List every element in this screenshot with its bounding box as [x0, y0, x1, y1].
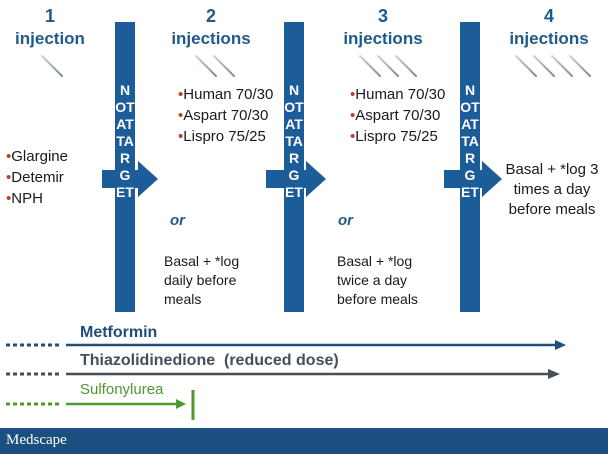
step-2-number: 2 [205, 6, 216, 26]
barrier-label-1: NOT AT TARGET [115, 82, 135, 200]
step-2-label: injections [171, 29, 251, 48]
list-item: •Detemir [6, 169, 64, 186]
step-4-regimen: Basal + *log 3 times a day before meals [505, 161, 599, 218]
step-3-list: •Human 70/30 •Aspart 70/30 •Lispro 75/25 [350, 84, 446, 147]
or-label-2: or [170, 212, 185, 229]
brand-logo: Medscape [6, 432, 67, 448]
step-2-alternative: Basal + *log daily before meals [164, 253, 240, 307]
list-item: •Human 70/30 [350, 86, 446, 103]
step-1-label: injection [15, 29, 85, 48]
not-at-target-barrier-3 [460, 22, 480, 312]
list-item: •Aspart 70/30 [178, 107, 269, 124]
not-at-target-barrier-2 [284, 22, 304, 312]
step-2-list: •Human 70/30 •Aspart 70/30 •Lispro 75/25 [178, 84, 274, 147]
step-1-number: 1 [44, 6, 55, 26]
syringe-icon [359, 55, 417, 77]
list-item: •Lispro 75/25 [350, 128, 438, 145]
barrier-label-2: NOT AT TARGET [284, 82, 304, 200]
footer-bar: Medscape [0, 428, 608, 454]
thiazolidinedione-label: Thiazolidinedione (reduced dose) [80, 352, 339, 369]
barrier-label-3: NOT AT TARGET [460, 82, 480, 200]
step-4-label: injections [509, 29, 589, 48]
syringe-icon [41, 55, 63, 77]
step-3-number: 3 [377, 6, 388, 26]
step-3-label: injections [343, 29, 423, 48]
metformin-label: Metformin [80, 324, 158, 341]
step-3-alternative: Basal + *log twice a day before meals [337, 253, 418, 307]
step-4-number: 4 [543, 6, 554, 26]
list-item: •NPH [6, 190, 43, 207]
or-label-3: or [338, 212, 353, 229]
syringe-icon [195, 55, 235, 77]
syringe-icon [515, 55, 591, 77]
step-1-list: •Glargine •Detemir •NPH [6, 146, 68, 209]
list-item: •Human 70/30 [178, 86, 274, 103]
not-at-target-barrier-1 [115, 22, 135, 312]
list-item: •Lispro 75/25 [178, 128, 266, 145]
sulfonylurea-label: Sulfonylurea [80, 381, 164, 398]
list-item: •Glargine [6, 148, 68, 165]
list-item: •Aspart 70/30 [350, 107, 441, 124]
